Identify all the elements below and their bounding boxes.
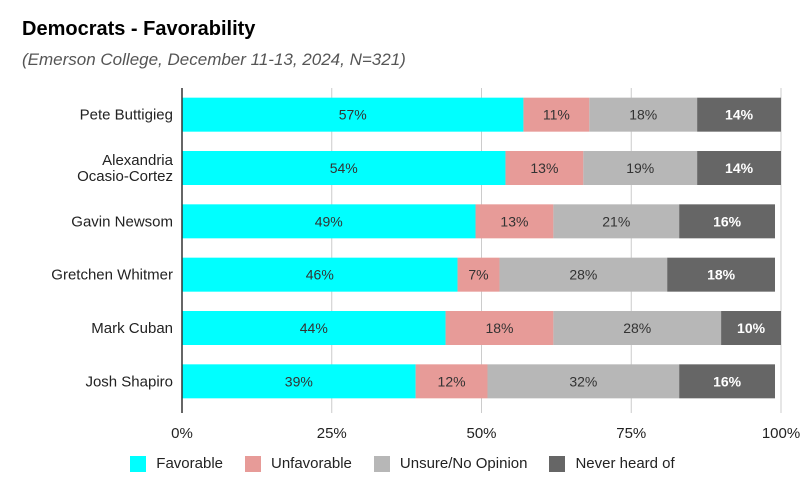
x-tick-label: 25% <box>317 425 347 442</box>
category-label: Alexandria Ocasio-Cortez <box>77 152 174 185</box>
data-label: 32% <box>569 373 597 389</box>
data-label: 57% <box>339 107 367 123</box>
data-label: 46% <box>306 267 334 283</box>
bar-segment <box>182 311 446 345</box>
category-label-line: Gretchen Whitmer <box>51 267 173 284</box>
legend-label: Never heard of <box>575 455 675 472</box>
bar-segment <box>475 204 554 239</box>
bar-segment <box>667 257 776 292</box>
legend-swatch <box>245 455 261 472</box>
x-tick-label: 50% <box>466 425 496 442</box>
data-label: 13% <box>530 160 558 176</box>
bar-segment <box>553 204 680 239</box>
data-label: 18% <box>707 267 736 283</box>
data-label: 16% <box>713 213 742 229</box>
bar-segment <box>182 151 506 185</box>
bar-segment <box>679 204 776 239</box>
bar-segment <box>523 97 590 132</box>
category-label: Mark Cuban <box>91 320 173 337</box>
x-tick-label: 75% <box>616 425 646 442</box>
category-label-line: Mark Cuban <box>91 320 173 337</box>
category-label-line: Josh Shapiro <box>85 373 173 390</box>
data-label: 28% <box>623 320 651 336</box>
legend-label: Unsure/No Opinion <box>399 455 528 472</box>
category-label: Pete Buttigieg <box>80 107 173 124</box>
data-label: 12% <box>438 373 466 389</box>
data-label: 14% <box>725 160 754 176</box>
bar-segment <box>445 311 554 345</box>
legend-label: Favorable <box>156 455 223 472</box>
legend-swatch <box>549 455 566 472</box>
bar-segment <box>583 151 698 185</box>
bar-segment <box>182 204 476 239</box>
bar-segment <box>679 364 776 399</box>
data-label: 13% <box>500 213 528 229</box>
bar-segment <box>697 97 781 132</box>
category-label-line: Gavin Newsom <box>71 213 173 230</box>
bar-segment <box>499 257 668 292</box>
data-label: 21% <box>602 213 630 229</box>
x-tick-label: 0% <box>171 425 193 442</box>
bar-segment <box>182 97 524 132</box>
bar-segment <box>182 257 458 292</box>
chart-title: Democrats - Favorability <box>22 18 256 40</box>
data-label: 18% <box>485 320 513 336</box>
legend-item: Unfavorable <box>245 455 352 472</box>
data-label: 11% <box>543 107 570 123</box>
bar-segment <box>505 151 584 185</box>
data-label: 16% <box>713 373 742 389</box>
data-label: 44% <box>300 320 328 336</box>
data-label: 39% <box>285 373 313 389</box>
data-label: 10% <box>737 320 766 336</box>
bar-segment <box>415 364 488 399</box>
stacked-bar-chart: 0% 25% 50% 75% 100% 57% 11% 18% 14% Pete Buttigie… <box>51 88 800 442</box>
category-label-line: Ocasio-Cortez <box>77 168 173 185</box>
data-label: 54% <box>330 160 358 176</box>
legend-item: Never heard of <box>549 455 675 472</box>
bar-segment <box>457 257 500 292</box>
category-label-line: Alexandria <box>102 152 174 169</box>
data-label: 28% <box>569 267 597 283</box>
bar-segment <box>487 364 680 399</box>
bar-segment <box>721 311 781 345</box>
category-label: Gavin Newsom <box>71 213 173 230</box>
legend-item: Favorable <box>130 455 223 472</box>
category-label: Josh Shapiro <box>85 373 173 390</box>
bar-segment <box>553 311 722 345</box>
bar-segment <box>697 151 781 185</box>
x-tick-label: 100% <box>762 425 800 442</box>
legend-swatch <box>373 455 390 472</box>
data-label: 14% <box>725 107 754 123</box>
data-label: 7% <box>468 267 488 283</box>
data-label: 19% <box>626 160 654 176</box>
bar-segment <box>589 97 698 132</box>
category-label: Gretchen Whitmer <box>51 267 173 284</box>
category-label-line: Pete Buttigieg <box>80 107 173 124</box>
chart-legend: Favorable Unfavorable Unsure/No Opinion Nev… <box>0 455 805 472</box>
legend-swatch <box>130 455 147 472</box>
legend-item: Unsure/No Opinion <box>373 455 528 472</box>
data-label: 18% <box>629 107 657 123</box>
data-label: 49% <box>315 213 343 229</box>
chart-subtitle: (Emerson College, December 11-13, 2024, … <box>22 50 406 69</box>
legend-label: Unfavorable <box>271 455 352 472</box>
bar-segment <box>182 364 416 399</box>
